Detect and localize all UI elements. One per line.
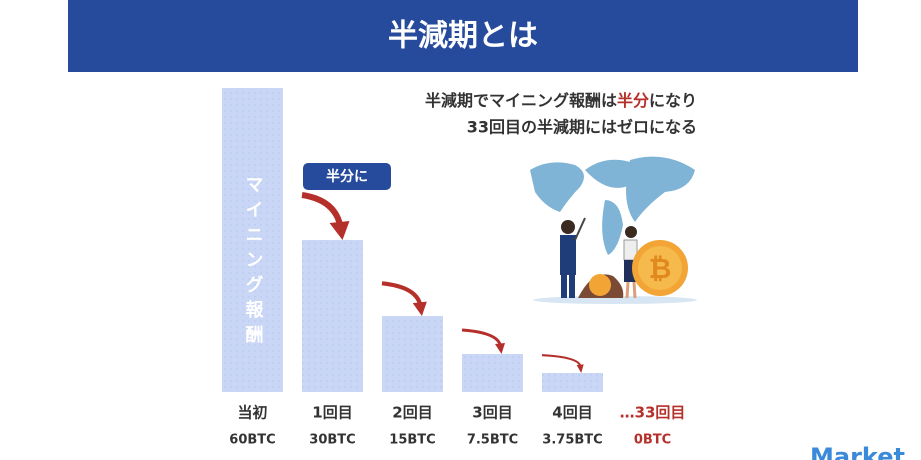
arrow — [301, 192, 344, 228]
x-tick-label: 当初 — [237, 404, 267, 422]
value-label: 7.5BTC — [467, 433, 518, 448]
arrow — [541, 354, 582, 367]
bar-texture — [462, 354, 523, 392]
arrow-head — [495, 343, 505, 354]
note-line2: 33回目の半減期にはゼロになる — [467, 118, 697, 137]
value-label: 60BTC — [229, 433, 275, 448]
arrow — [461, 328, 502, 347]
bar-label: マイニング報酬 — [243, 175, 264, 350]
value-label: 15BTC — [389, 433, 435, 448]
x-tick-label: 2回目 — [392, 404, 432, 422]
arrow — [381, 281, 423, 307]
note-text: 半減期でマイニング報酬は — [425, 91, 617, 110]
arrow-head — [576, 364, 584, 373]
title: 半減期とは — [388, 19, 538, 54]
bar-texture — [222, 88, 283, 392]
x-tick-label: …33回目 — [620, 404, 686, 422]
value-label: 3.75BTC — [542, 433, 602, 448]
value-label: 30BTC — [309, 433, 355, 448]
note-line1: 半減期でマイニング報酬は半分になり — [425, 91, 697, 110]
bar-texture — [542, 373, 603, 392]
x-tick-label: 4回目 — [552, 404, 592, 422]
arrow-head — [412, 301, 427, 316]
bar-texture — [302, 240, 363, 392]
x-tick-label: 1回目 — [312, 404, 352, 422]
watermark: Market — [810, 443, 905, 460]
x-tick-label: 3回目 — [472, 404, 512, 422]
arrow-head — [329, 221, 350, 240]
bar-texture — [382, 316, 443, 392]
svg-text:₿: ₿ — [649, 252, 672, 285]
note-highlight: 半分 — [617, 91, 649, 110]
badge-text: 半分に — [326, 168, 368, 185]
header-bar — [68, 0, 858, 72]
value-label: 0BTC — [634, 433, 671, 448]
badge — [303, 163, 391, 190]
illustration: ₿ — [530, 156, 697, 304]
note-text: になり — [649, 91, 697, 110]
